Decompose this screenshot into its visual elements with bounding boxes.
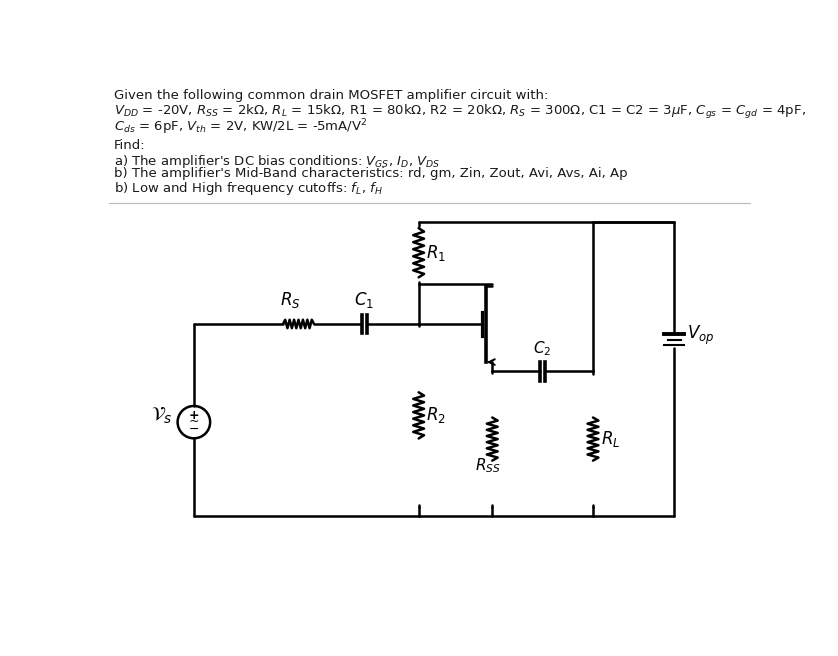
Text: $C_2$: $C_2$ bbox=[534, 340, 551, 358]
Text: $R_{SS}$: $R_{SS}$ bbox=[475, 457, 501, 476]
Text: $C_1$: $C_1$ bbox=[354, 290, 375, 310]
Text: −: − bbox=[189, 422, 199, 436]
Text: $R_S$: $R_S$ bbox=[281, 290, 301, 310]
Text: $R_2$: $R_2$ bbox=[427, 405, 446, 425]
Text: $R_1$: $R_1$ bbox=[427, 243, 447, 263]
Text: a) The amplifier's DC bias conditions: $V_{GS}$, $I_D$, $V_{DS}$: a) The amplifier's DC bias conditions: $… bbox=[114, 153, 440, 170]
Text: b) Low and High frequency cutoffs: $f_L$, $f_H$: b) Low and High frequency cutoffs: $f_L$… bbox=[114, 180, 383, 197]
Text: ~: ~ bbox=[189, 415, 199, 428]
Text: $\mathcal{V}_s$: $\mathcal{V}_s$ bbox=[151, 406, 172, 426]
Text: Given the following common drain MOSFET amplifier circuit with:: Given the following common drain MOSFET … bbox=[114, 89, 548, 102]
Text: b) The amplifier's Mid-Band characteristics: rd, gm, Zin, Zout, Avi, Avs, Ai, Ap: b) The amplifier's Mid-Band characterist… bbox=[114, 167, 628, 180]
Text: $V_{DD}$ = -20V, $R_{SS}$ = 2k$\Omega$, $R_L$ = 15k$\Omega$, R1 = 80k$\Omega$, R: $V_{DD}$ = -20V, $R_{SS}$ = 2k$\Omega$, … bbox=[114, 104, 806, 121]
Text: $C_{ds}$ = 6pF, $V_{th}$ = 2V, KW/2L = -5mA/V$^2$: $C_{ds}$ = 6pF, $V_{th}$ = 2V, KW/2L = -… bbox=[114, 117, 367, 137]
Text: Find:: Find: bbox=[114, 139, 146, 152]
Text: +: + bbox=[189, 409, 199, 422]
Text: $R_L$: $R_L$ bbox=[601, 429, 620, 449]
Text: $V_{op}$: $V_{op}$ bbox=[687, 323, 714, 347]
